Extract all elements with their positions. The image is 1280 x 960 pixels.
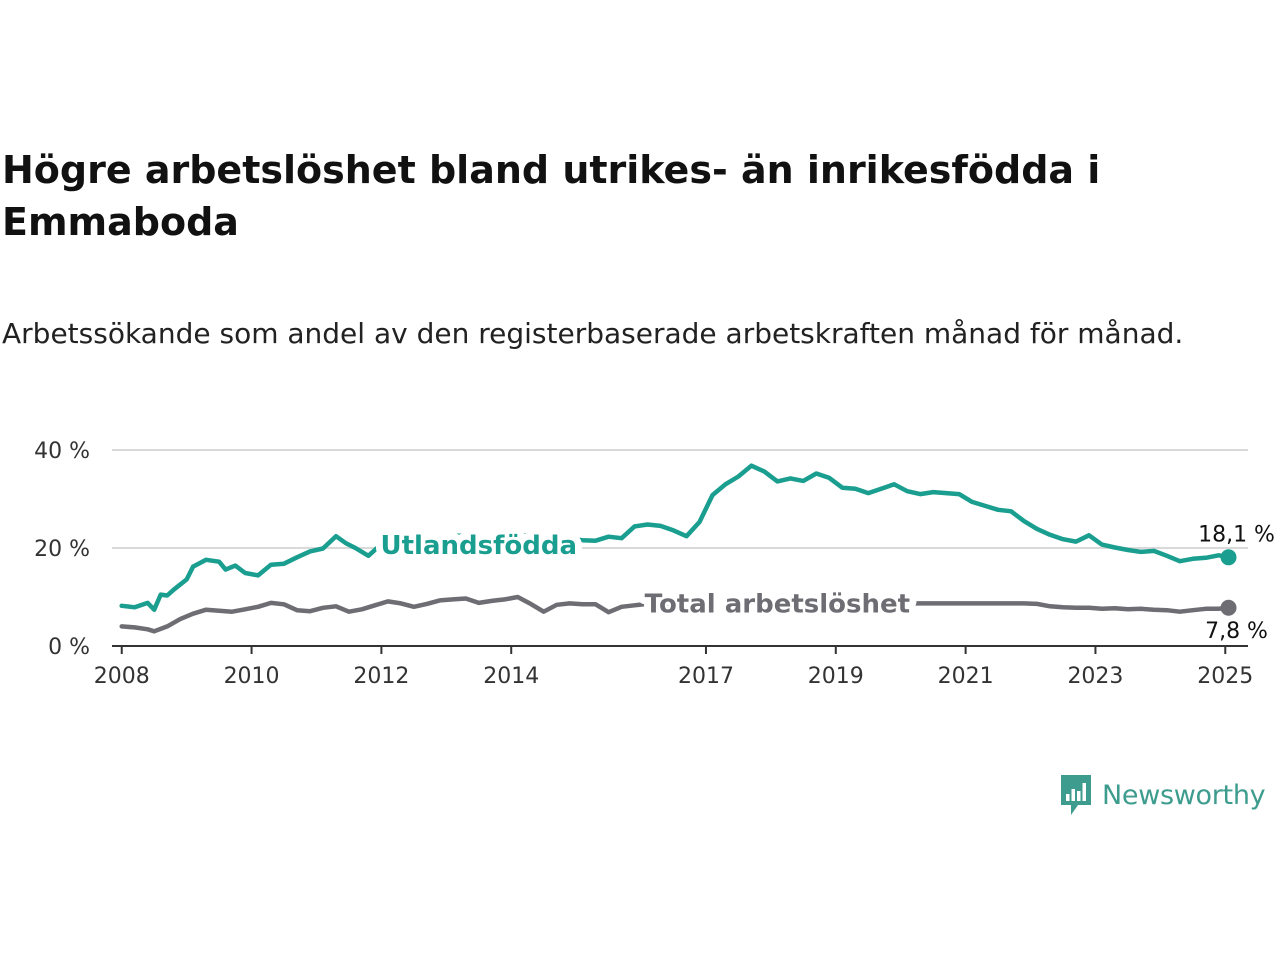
x-tick-label: 2012 [353,664,409,689]
series-end-label-1: 7,8 % [1205,619,1268,644]
series-end-label-0: 18,1 % [1198,522,1275,547]
newsworthy-logo-icon [1061,775,1091,815]
newsworthy-logo: Newsworthy [1058,772,1266,818]
axes: 0 % 20 % 40 % 2008 2010 2012 2014 2017 2019 2021 2… [34,439,1253,689]
x-tick-label: 2025 [1197,664,1253,689]
newsworthy-logo-text: Newsworthy [1102,779,1266,811]
x-tick-label: 2008 [94,664,150,689]
x-tick-label: 2021 [938,664,994,689]
grid-lines [112,449,1248,549]
series-label-halo-1: Total arbetslöshet [645,589,910,619]
line-chart: 0 % 20 % 40 % 2008 2010 2012 2014 2017 2019 2021 2… [34,439,1275,689]
series-line-0 [119,463,1231,612]
y-tick-label: 40 % [34,439,90,464]
x-tick-label: 2019 [808,664,864,689]
series-lines [119,463,1231,634]
series-end-point-1 [1220,599,1237,616]
y-tick-label: 0 % [48,635,90,660]
x-tick-label: 2010 [224,664,280,689]
y-tick-label: 20 % [34,537,90,562]
series-end-point-0 [1220,549,1237,566]
series-label-1: Total arbetslöshet [645,589,910,619]
series-line-1 [119,594,1231,634]
x-tick-label: 2014 [483,664,539,689]
series-label-halo-0: Utlandsfödda [380,531,577,561]
x-tick-label: 2023 [1067,664,1123,689]
chart-title: Högre arbetslöshet bland utrikes- än inr… [2,148,1101,244]
x-tick-label: 2017 [678,664,734,689]
chart-subtitle: Arbetssökande som andel av den registerb… [2,317,1184,350]
series-label-0: Utlandsfödda [380,531,577,561]
